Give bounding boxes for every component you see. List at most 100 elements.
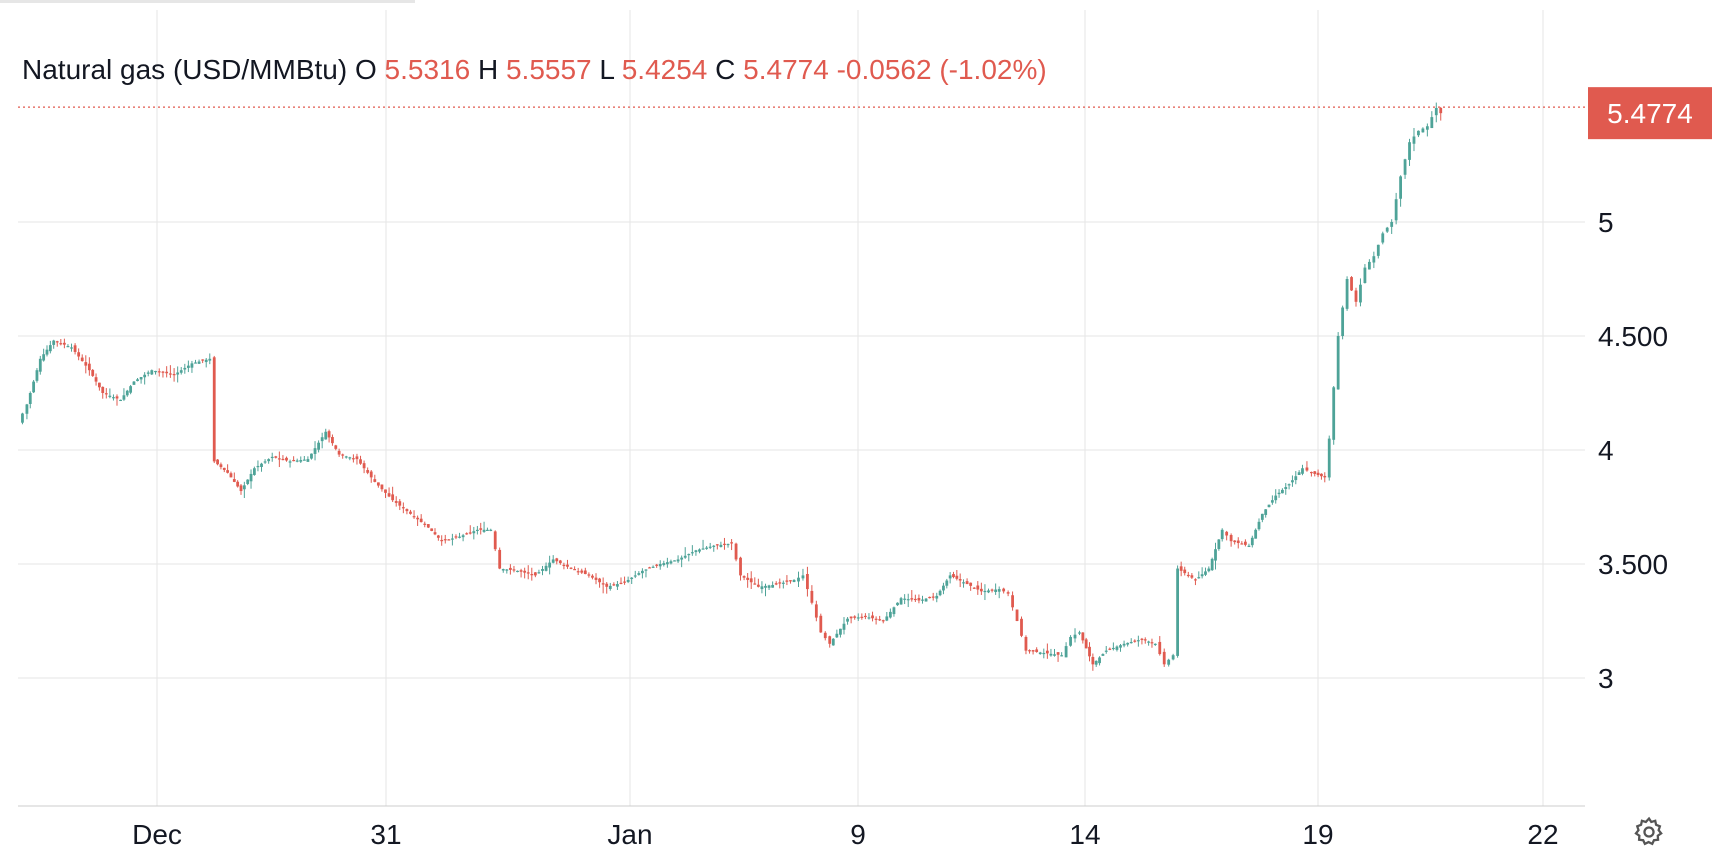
candle-body <box>274 456 278 458</box>
high-value: 5.5557 <box>505 54 592 85</box>
candle-body <box>1247 545 1251 547</box>
candle-body <box>1394 199 1398 221</box>
candle-body <box>1359 284 1362 303</box>
candle-body <box>842 623 846 630</box>
candle-body <box>792 579 796 583</box>
candle-body <box>1341 307 1345 337</box>
candle-body <box>465 533 469 535</box>
candle-body <box>1336 336 1340 390</box>
candle-body <box>979 588 983 592</box>
candle-body <box>401 507 405 509</box>
candle-body <box>256 465 260 468</box>
candle-body <box>281 458 285 461</box>
candle-body <box>789 580 792 582</box>
candle-body <box>1153 643 1157 645</box>
candle-body <box>673 560 676 562</box>
candle-body <box>239 485 243 492</box>
candle-body <box>712 545 716 547</box>
candle-body <box>313 448 317 454</box>
y-tick-label-2: 4 <box>1598 435 1614 466</box>
candle-body <box>987 590 990 593</box>
candle-body <box>216 459 219 465</box>
candle-body <box>676 559 680 562</box>
candle-body <box>157 371 161 373</box>
candle-body <box>1332 387 1336 440</box>
candle-body <box>781 582 785 584</box>
candle-body <box>1042 652 1046 655</box>
y-tick-label-0: 3 <box>1598 663 1614 694</box>
candle-body <box>1229 534 1233 542</box>
candle-body <box>1323 475 1327 478</box>
candle-body <box>101 386 105 393</box>
candle-body <box>1381 233 1385 243</box>
candle-body <box>1260 513 1264 520</box>
candle-body <box>246 479 250 484</box>
candle-body <box>461 535 465 538</box>
candle-body <box>1390 222 1394 227</box>
candle-body <box>454 536 458 538</box>
candle-body <box>767 585 771 588</box>
candle-body <box>856 617 860 619</box>
candle-body <box>931 596 935 598</box>
candle-body <box>612 584 616 586</box>
candle-body <box>136 379 139 382</box>
candle-body <box>1281 489 1284 494</box>
candle-body <box>669 561 673 564</box>
candle-body <box>955 575 959 579</box>
candle-body <box>186 365 190 368</box>
candle-body <box>616 584 619 587</box>
candle-body <box>1291 480 1294 483</box>
candle-body <box>921 599 924 601</box>
candle-body <box>344 456 348 458</box>
low-label: L <box>599 54 614 85</box>
candle-body <box>391 494 395 501</box>
candle-body <box>45 349 49 355</box>
candle-body <box>1006 592 1010 594</box>
ohlc-legend: Natural gas (USD/MMBtu) O 5.5316 H 5.555… <box>22 54 1047 86</box>
candle-body <box>903 598 907 600</box>
candle-body <box>508 567 512 570</box>
candle-body <box>1194 579 1197 581</box>
candle-body <box>242 485 246 490</box>
candle-body <box>468 532 472 534</box>
candle-body <box>1028 650 1031 652</box>
candle-body <box>122 395 126 400</box>
candle-body <box>1294 476 1298 481</box>
candle-body <box>419 518 423 523</box>
candle-body <box>362 463 366 469</box>
candle-body <box>1091 656 1095 665</box>
candle-body <box>263 461 267 463</box>
candle-body <box>778 582 782 584</box>
candle-body <box>512 569 516 571</box>
x-tick-label-0: Dec <box>132 819 182 850</box>
candle-body <box>1372 256 1376 263</box>
candle-body <box>183 367 187 370</box>
candle-body <box>719 544 723 547</box>
candle-body <box>867 617 871 619</box>
candle-body <box>1412 136 1416 144</box>
candle-body <box>139 377 143 380</box>
candle-body <box>1267 504 1271 508</box>
candle-body <box>962 582 965 584</box>
open-value: 5.5316 <box>384 54 471 85</box>
candle-body <box>958 579 962 581</box>
candle-body <box>252 468 256 475</box>
top-divider <box>0 0 415 3</box>
candle-body <box>249 473 253 482</box>
candle-body <box>648 567 651 569</box>
candle-body <box>938 590 942 596</box>
candle-body <box>605 583 609 587</box>
candle-body <box>548 562 552 568</box>
last-price-label: 5.4774 <box>1607 98 1693 129</box>
candle-body <box>1176 568 1179 656</box>
candle-body <box>690 552 694 554</box>
candle-body <box>1350 277 1353 291</box>
candle-body <box>1171 655 1175 660</box>
candle-body <box>874 618 878 620</box>
candle-body <box>665 562 669 565</box>
candle-body <box>451 538 454 540</box>
gear-icon[interactable] <box>1632 815 1666 849</box>
candle-body <box>558 560 562 564</box>
